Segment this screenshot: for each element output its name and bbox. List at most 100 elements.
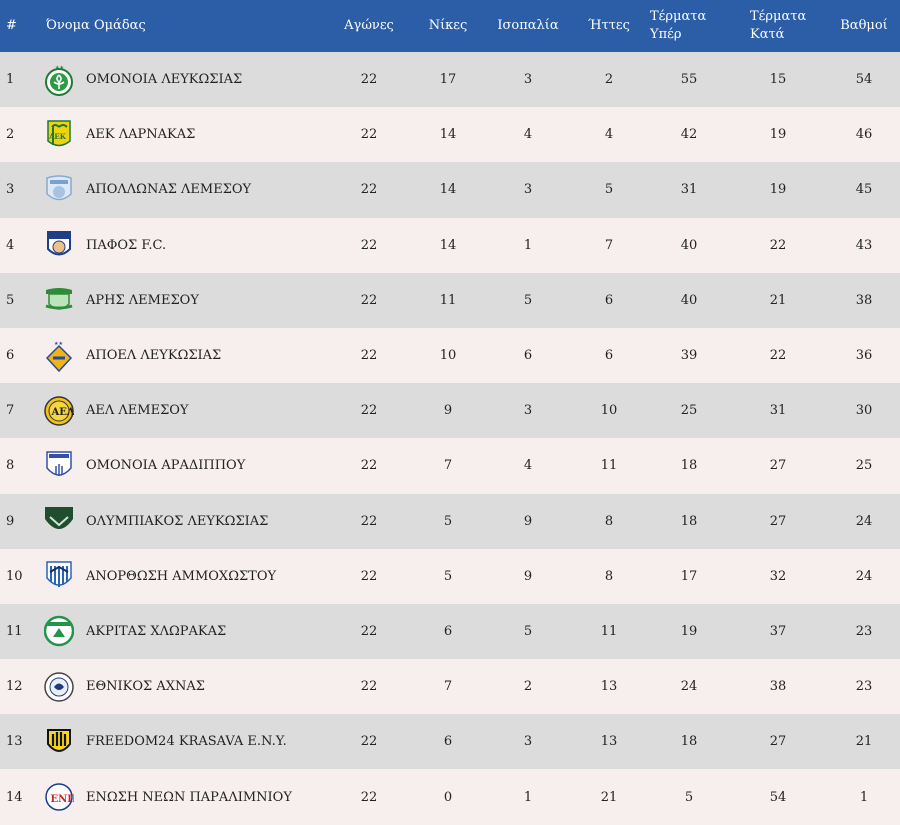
played-cell: 22 [360,292,378,308]
points-cell: 54 [855,72,873,88]
wins-cell: 10 [439,348,457,364]
draws-cell: 3 [523,734,533,750]
team-name: ΟΜΟΝΟΙΑ ΑΡΑΔΙΠΠΟΥ [86,458,246,474]
goals-against-cell: 19 [769,127,787,143]
team-cell: ΟΛΥΜΠΙΑΚΟΣ ΛΕΥΚΩΣΙΑΣ [40,494,330,549]
header-team: Όνομα Ομάδας [46,18,146,33]
wins-cell: 6 [443,734,453,750]
played-cell: 22 [360,72,378,88]
team-name: ΟΛΥΜΠΙΑΚΟΣ ΛΕΥΚΩΣΙΑΣ [86,513,269,529]
krasava-crest-icon [44,726,74,758]
olympiakos-crest-icon [44,505,74,537]
position-cell: 10 [6,568,23,584]
team-name: FREEDOM24 KRASAVA E.N.Y. [86,734,287,750]
enp-crest-icon: ΕΝΠ [44,781,74,813]
header-goals-for-line1: Τέρματα [650,9,707,24]
team-cell: ΟΜΟΝΟΙΑ ΑΡΑΔΙΠΠΟΥ [40,438,330,493]
team-cell: ΑΝΟΡΘΩΣΗ ΑΜΜΟΧΩΣΤΟΥ [40,549,330,604]
team-cell: ΕΝΠ ΕΝΩΣΗ ΝΕΩΝ ΠΑΡΑΛΙΜΝΙΟΥ [40,769,330,824]
table-row: 8 ΟΜΟΝΟΙΑ ΑΡΑΔΙΠΠΟΥ 22 7 4 11 18 27 25 [0,438,900,494]
draws-cell: 2 [523,679,533,695]
points-cell: 25 [855,458,873,474]
goals-against-cell: 15 [769,72,787,88]
goals-against-cell: 37 [769,623,787,639]
header-draws: Ισοπαλία [497,18,559,33]
table-row: 11 ΑΚΡΙΤΑΣ ΧΛΩΡΑΚΑΣ 22 6 5 11 19 37 23 [0,603,900,660]
losses-cell: 11 [600,623,618,639]
position-cell: 9 [6,513,15,529]
played-cell: 22 [360,568,378,584]
team-cell: ΑΕΛ ΑΕΛ ΛΕΜΕΣΟΥ [40,383,330,438]
goals-for-cell: 40 [680,237,698,253]
losses-cell: 2 [604,72,614,88]
points-cell: 21 [855,734,873,750]
points-cell: 23 [855,623,873,639]
position-cell: 2 [6,127,15,143]
goals-against-cell: 38 [769,679,787,695]
draws-cell: 4 [523,127,533,143]
goals-against-cell: 19 [769,182,787,198]
wins-cell: 6 [443,623,453,639]
header-goals-against-line2: Κατά [750,27,785,42]
omonoia-crest-icon: ★★ [44,64,74,96]
table-row: 4 ΠΑΦΟΣ F.C. 22 14 1 7 40 22 43 [0,217,900,273]
position-cell: 5 [6,292,15,308]
goals-against-cell: 22 [769,237,787,253]
played-cell: 22 [360,513,378,529]
team-cell: ΕΘΝΙΚΟΣ ΑΧΝΑΣ [40,659,330,714]
apoel-crest-icon: ★★ [44,340,74,372]
wins-cell: 9 [443,403,453,419]
draws-cell: 5 [523,292,533,308]
goals-for-cell: 24 [680,679,698,695]
points-cell: 36 [855,348,873,364]
table-row: 10 ΑΝΟΡΘΩΣΗ ΑΜΜΟΧΩΣΤΟΥ 22 5 9 8 17 32 24 [0,548,900,604]
losses-cell: 5 [604,182,614,198]
header-wins: Νίκες [428,18,468,33]
team-name: ΑΕΛ ΛΕΜΕΣΟΥ [86,403,189,419]
svg-text:ΑΕΛ: ΑΕΛ [51,407,75,418]
played-cell: 22 [360,623,378,639]
played-cell: 22 [360,734,378,750]
wins-cell: 5 [443,513,453,529]
points-cell: 23 [855,679,873,695]
wins-cell: 7 [443,679,453,695]
losses-cell: 8 [604,513,614,529]
goals-for-cell: 55 [680,72,698,88]
played-cell: 22 [360,348,378,364]
ethnikos-crest-icon [44,671,74,703]
position-cell: 6 [6,348,15,364]
team-cell: ★★ ΑΠΟΕΛ ΛΕΥΚΩΣΙΑΣ [40,328,330,383]
draws-cell: 9 [523,568,533,584]
draws-cell: 3 [523,72,533,88]
header-row: # Όνομα Ομάδας Αγώνες Νίκες Ισοπαλία Ήττ… [0,0,900,52]
team-name: ΑΚΡΙΤΑΣ ΧΛΩΡΑΚΑΣ [86,623,227,639]
svg-text:ΕΝΠ: ΕΝΠ [51,794,75,805]
goals-for-cell: 17 [680,568,698,584]
goals-against-cell: 27 [769,458,787,474]
header-points: Βαθμοί [840,18,888,33]
aris-crest-icon [44,284,74,316]
team-name: ΑΝΟΡΘΩΣΗ ΑΜΜΟΧΩΣΤΟΥ [86,568,277,584]
table-row: 13 FREEDOM24 KRASAVA E.N.Y. 22 6 3 13 18 27 21 [0,714,900,770]
played-cell: 22 [360,127,378,143]
goals-against-cell: 27 [769,513,787,529]
goals-against-cell: 21 [769,292,787,308]
aek-crest-icon: ΑΕΚ [44,119,74,151]
goals-for-cell: 39 [680,348,698,364]
points-cell: 30 [855,403,873,419]
draws-cell: 1 [523,789,533,805]
svg-text:ΑΕΚ: ΑΕΚ [48,132,67,141]
wins-cell: 14 [439,182,457,198]
apollon-crest-icon [44,174,74,206]
points-cell: 24 [855,513,873,529]
position-cell: 14 [6,789,23,805]
played-cell: 22 [360,458,378,474]
played-cell: 22 [360,789,378,805]
goals-against-cell: 54 [769,789,787,805]
losses-cell: 6 [604,348,614,364]
team-cell: ΑΠΟΛΛΩΝΑΣ ΛΕΜΕΣΟΥ [40,162,330,217]
points-cell: 38 [855,292,873,308]
draws-cell: 1 [523,237,533,253]
goals-against-cell: 31 [769,403,787,419]
draws-cell: 9 [523,513,533,529]
